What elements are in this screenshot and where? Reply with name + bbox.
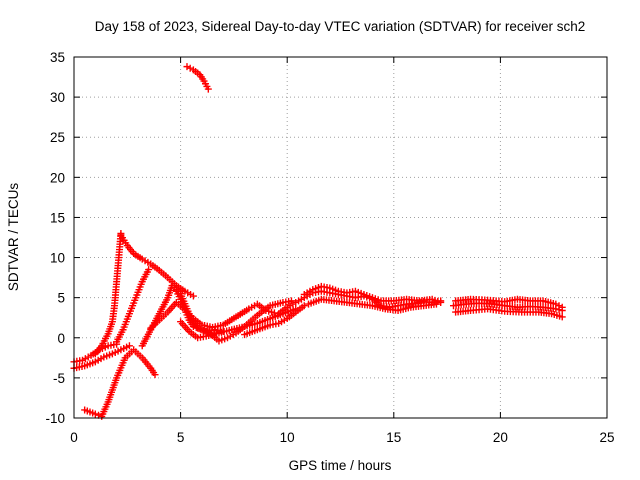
x-tick-label: 5 xyxy=(177,430,185,445)
y-tick-label: 35 xyxy=(50,50,65,65)
series-loop-c xyxy=(172,287,295,345)
x-tick-label: 25 xyxy=(599,430,614,445)
data-point xyxy=(151,371,159,379)
data-point xyxy=(189,292,197,300)
grid xyxy=(74,57,607,418)
data-point xyxy=(558,303,566,311)
y-tick-label: 20 xyxy=(50,170,65,185)
chart-title: Day 158 of 2023, Sidereal Day-to-day VTE… xyxy=(95,19,585,34)
data-point xyxy=(552,300,560,308)
data-points xyxy=(70,63,566,420)
series-mid-upper xyxy=(300,282,445,306)
data-point xyxy=(287,297,295,305)
data-point xyxy=(91,410,99,418)
data-point xyxy=(204,85,212,93)
series-short-rise xyxy=(113,266,153,346)
x-axis-label: GPS time / hours xyxy=(289,458,392,473)
x-tick-label: 15 xyxy=(386,430,401,445)
series-low-branch xyxy=(81,346,159,420)
y-tick-label: 15 xyxy=(50,210,65,225)
x-tick-label: 0 xyxy=(70,430,78,445)
y-tick-label: 0 xyxy=(57,331,65,346)
series-loop-e xyxy=(241,302,308,339)
data-point xyxy=(186,64,194,72)
data-point xyxy=(125,342,133,350)
data-point xyxy=(145,266,153,274)
axis-ticks: -10 -5 0 5 10 15 20 25 30 35 0 5 10 15 20 25 xyxy=(45,50,614,445)
y-tick-label: 10 xyxy=(50,251,65,266)
series-outlier-top xyxy=(183,63,212,93)
series-peak-decline xyxy=(117,231,197,300)
y-tick-label: 5 xyxy=(57,291,65,306)
series-late-upper xyxy=(452,295,566,311)
y-tick-label: -10 xyxy=(45,411,65,426)
x-tick-label: 10 xyxy=(280,430,295,445)
series-late-lower xyxy=(452,305,566,321)
plot-frame xyxy=(73,56,608,419)
data-point xyxy=(555,302,563,310)
data-point xyxy=(432,300,440,308)
data-point xyxy=(300,302,308,310)
series-mid-lower xyxy=(305,295,440,315)
y-tick-label: -5 xyxy=(53,371,65,386)
data-point xyxy=(558,313,566,321)
data-point xyxy=(183,63,191,71)
y-tick-label: 25 xyxy=(50,130,65,145)
data-point xyxy=(437,298,445,306)
y-tick-label: 30 xyxy=(50,90,65,105)
x-tick-label: 20 xyxy=(493,430,508,445)
y-axis-label: SDTVAR / TECUs xyxy=(6,183,21,292)
